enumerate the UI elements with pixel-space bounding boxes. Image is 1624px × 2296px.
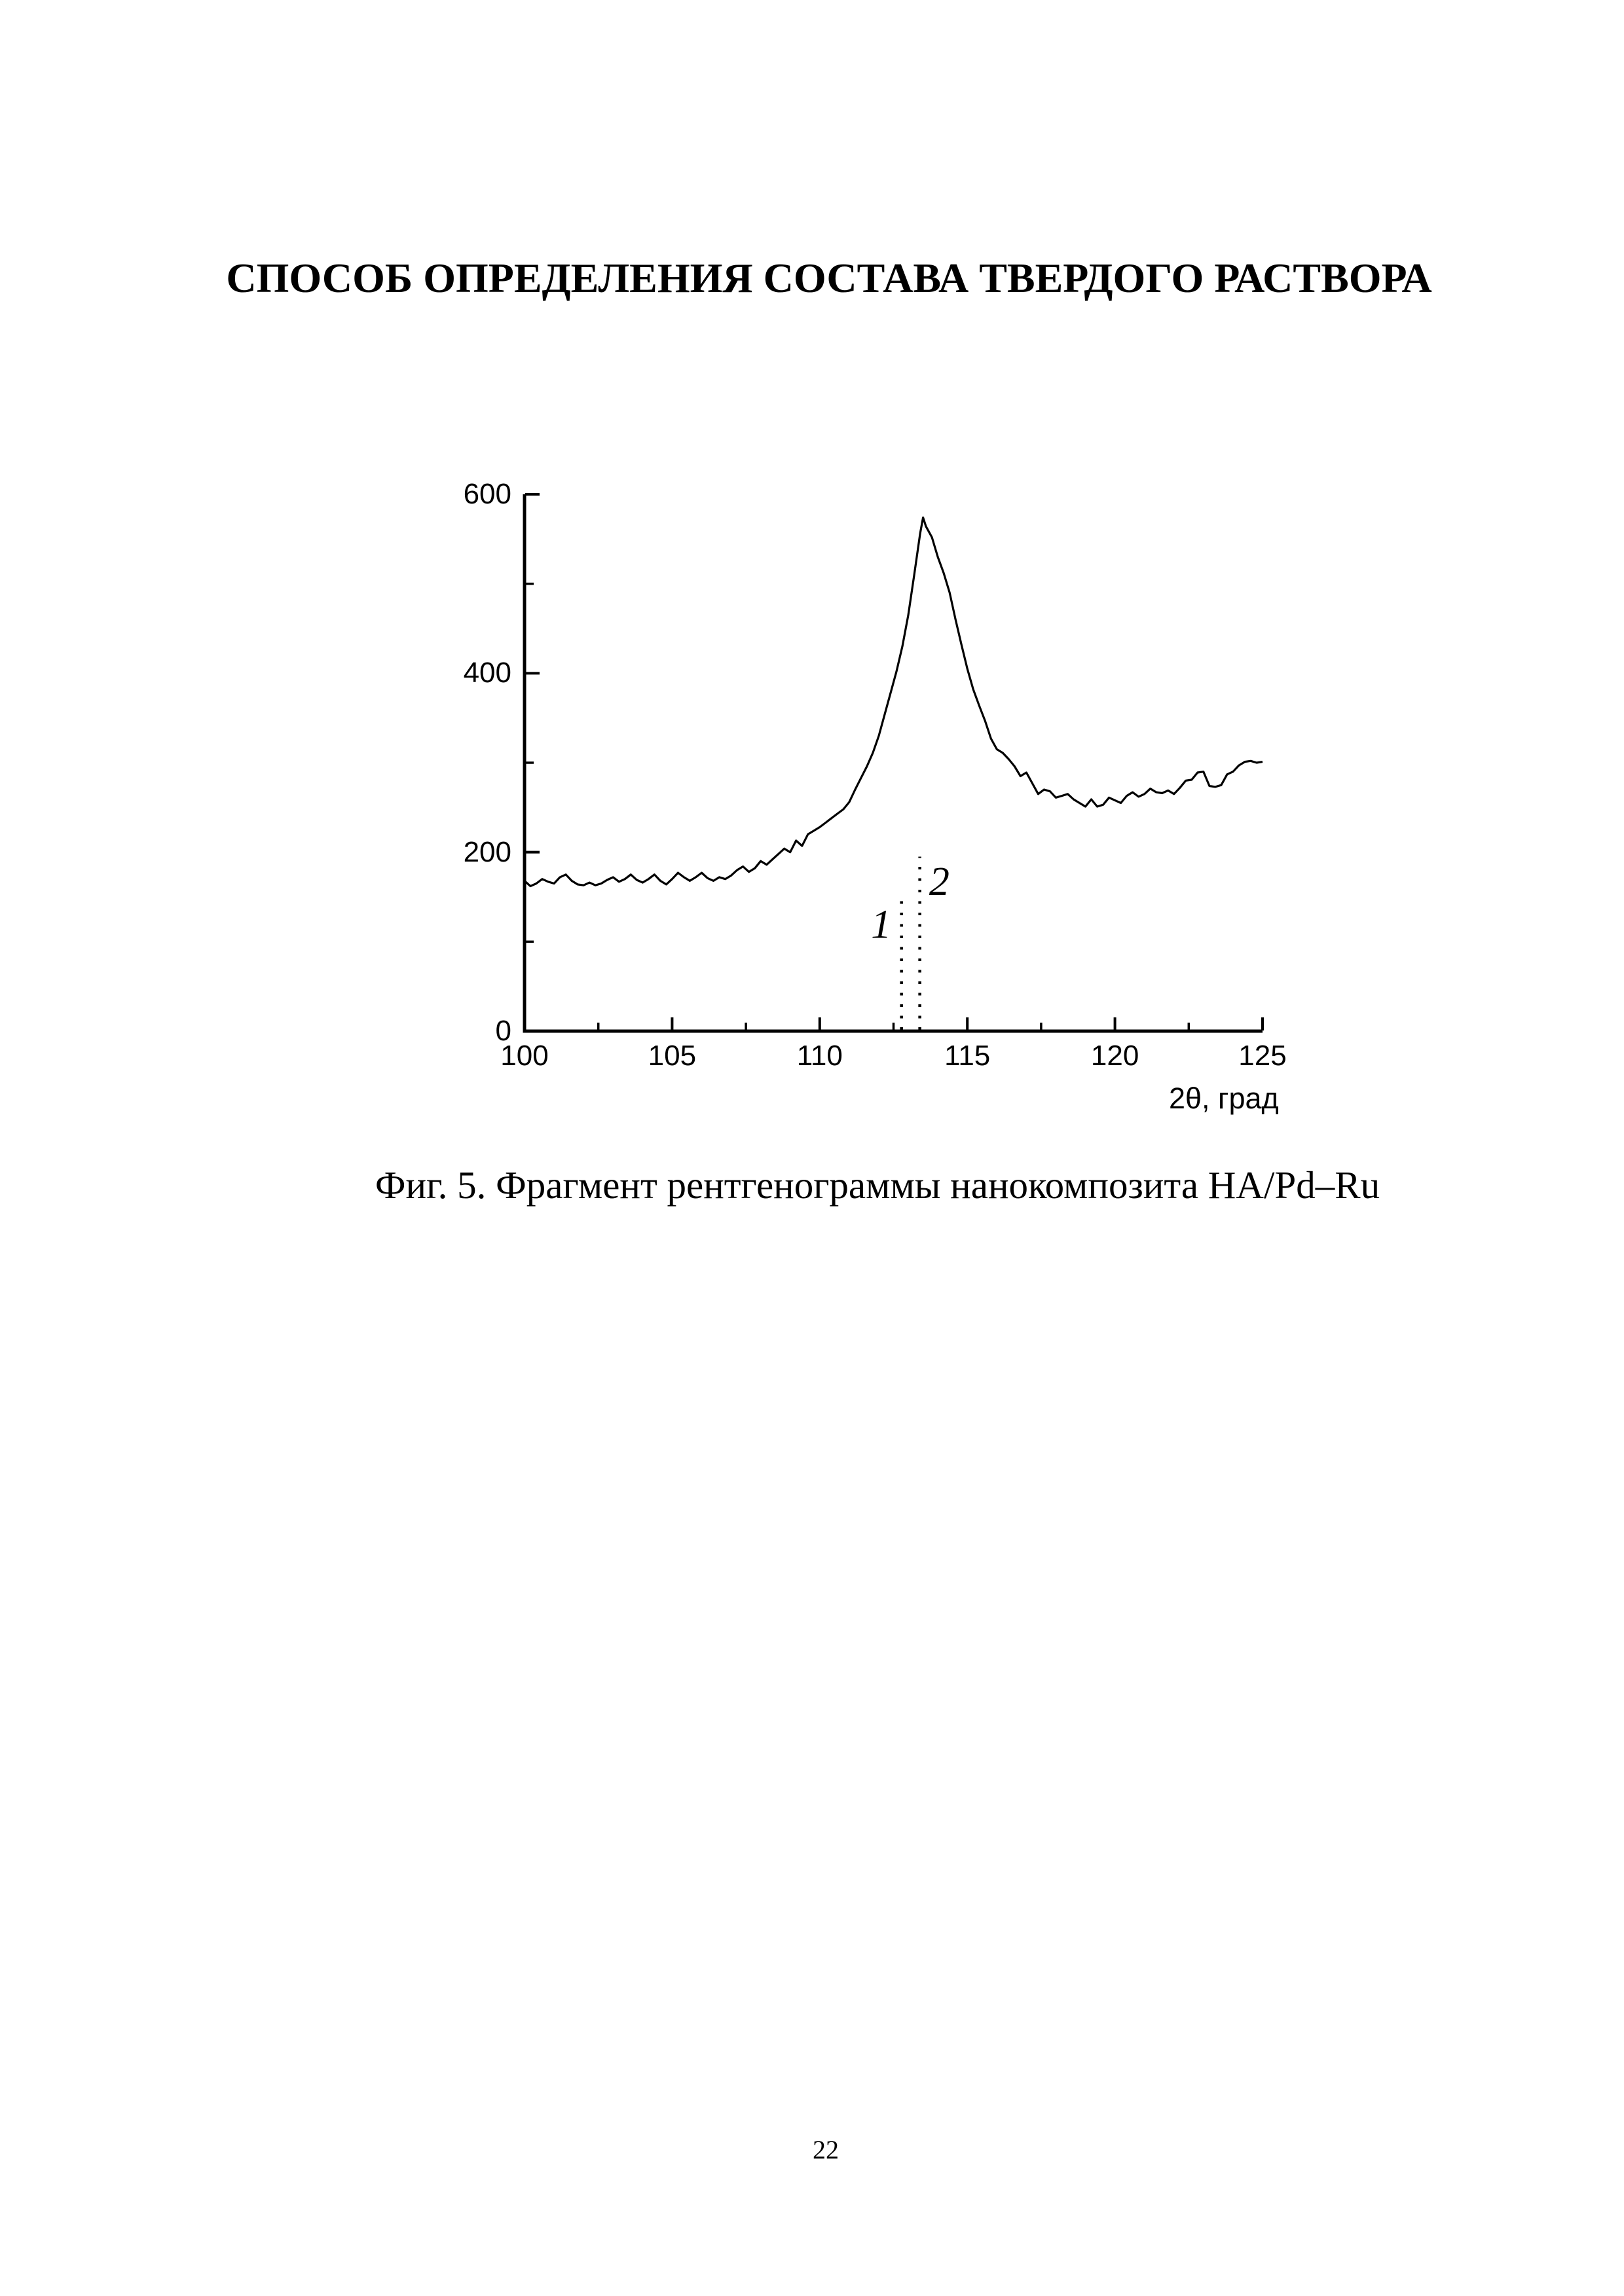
x-tick-label-110: 110 (796, 1040, 843, 1072)
page-number: 22 (813, 2135, 839, 2164)
xrd-curve (523, 516, 1263, 888)
x-axis-label: 2θ, град (1169, 1082, 1279, 1115)
annotation-label-2: 2 (929, 860, 950, 904)
y-tick-label-400: 400 (463, 657, 511, 689)
x-tick-label-115: 115 (944, 1040, 991, 1072)
y-tick-label-600: 600 (463, 478, 511, 510)
y-tick-label-200: 200 (463, 835, 511, 868)
x-tick-label-120: 120 (1090, 1040, 1139, 1072)
annotation-label-1: 1 (871, 902, 891, 947)
document-title: СПОСОБ ОПРЕДЕЛЕНИЯ СОСТАВА ТВЕРДОГО РАСТ… (226, 255, 1432, 301)
x-tick-label-125: 125 (1238, 1040, 1287, 1072)
y-tick-label-0: 0 (495, 1015, 511, 1047)
x-tick-label-100: 100 (500, 1040, 549, 1072)
figure-caption: Фиг. 5. Фрагмент рентгенограммы нанокомп… (375, 1163, 1380, 1207)
x-tick-label-105: 105 (648, 1040, 697, 1072)
